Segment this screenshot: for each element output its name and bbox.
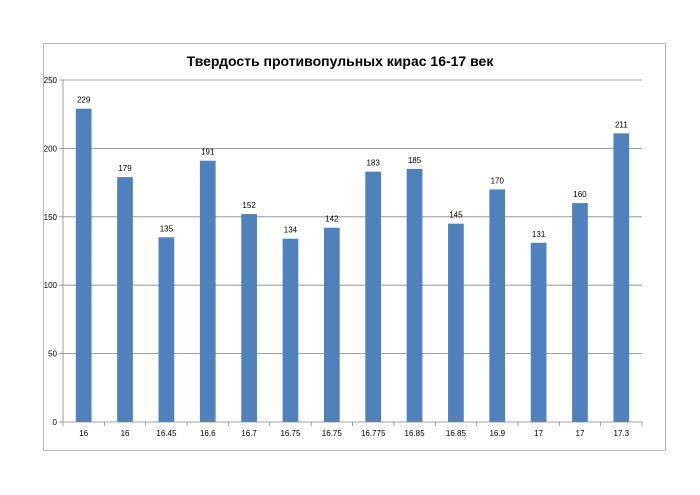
bar <box>241 214 257 422</box>
x-tick-label: 16.85 <box>405 429 426 438</box>
bar <box>530 242 547 422</box>
data-label: 134 <box>284 226 298 235</box>
bar <box>282 238 299 422</box>
data-label: 229 <box>77 96 91 105</box>
x-tick-label: 16.85 <box>446 429 467 438</box>
data-label: 170 <box>491 176 505 185</box>
bar <box>158 237 175 422</box>
y-tick-label: 0 <box>53 418 58 427</box>
bar <box>365 171 382 422</box>
bar <box>448 223 464 422</box>
y-tick-label: 250 <box>44 76 58 85</box>
data-label: 135 <box>160 224 174 233</box>
x-tick-label: 16.6 <box>200 429 216 438</box>
x-tick-label: 16.75 <box>280 429 301 438</box>
chart-area <box>43 43 666 451</box>
data-label: 211 <box>615 120 628 129</box>
y-tick-label: 200 <box>44 144 58 153</box>
data-labels: 229 179 135 191 152 134 142 183 185 145 170 131 160 2… <box>77 96 628 239</box>
x-tick-label: 17 <box>576 429 585 438</box>
x-tick-label: 16 <box>79 429 88 438</box>
data-label: 131 <box>532 230 546 239</box>
bar <box>406 168 423 422</box>
bar <box>199 160 216 422</box>
chart-title: Твердость противопульных кирас 16-17 век <box>187 53 495 69</box>
x-tick-label: 16.9 <box>489 429 505 438</box>
data-label: 152 <box>242 201 256 210</box>
data-label: 191 <box>201 148 215 157</box>
bar <box>75 108 92 422</box>
data-label: 183 <box>366 159 380 168</box>
x-tick-label: 16 <box>121 429 130 438</box>
x-tick-label: 16.75 <box>322 429 343 438</box>
y-tick-label: 100 <box>44 281 58 290</box>
x-tick-label: 17.3 <box>614 429 630 438</box>
bars <box>75 108 630 423</box>
y-axis: 0 50 100 150 200 250 <box>44 76 64 427</box>
bar <box>117 177 133 422</box>
bar <box>323 227 340 422</box>
data-label: 179 <box>118 164 132 173</box>
gridlines <box>63 79 642 355</box>
data-label: 142 <box>325 215 339 224</box>
data-label: 185 <box>408 156 422 165</box>
x-tick-label: 16.7 <box>241 429 257 438</box>
x-tick-label: 16.775 <box>361 429 386 438</box>
bar <box>572 203 588 422</box>
data-label: 145 <box>449 211 463 220</box>
x-axis: 16 16 16.45 16.6 16.7 16.75 16.75 16.775 16.85 16… <box>62 421 643 438</box>
y-tick-label: 150 <box>44 213 58 222</box>
bar <box>489 189 506 422</box>
data-label: 160 <box>573 190 587 199</box>
x-tick-label: 17 <box>534 429 543 438</box>
bar <box>613 133 630 423</box>
x-tick-label: 16.45 <box>156 429 177 438</box>
y-tick-label: 50 <box>48 350 57 359</box>
